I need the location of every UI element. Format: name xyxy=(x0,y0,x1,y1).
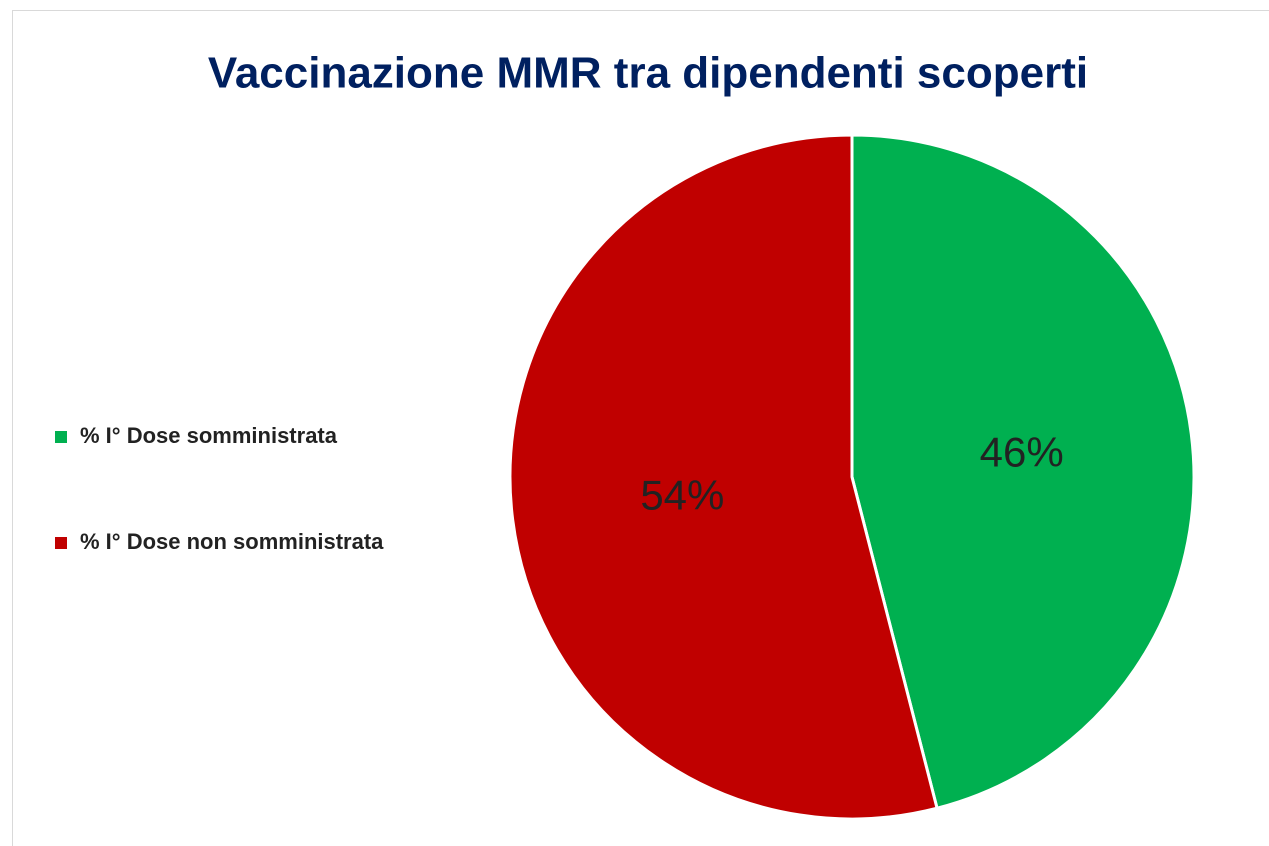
legend-marker xyxy=(55,537,67,549)
legend-label: % I° Dose non somministrata xyxy=(80,529,384,554)
legend-marker xyxy=(55,431,67,443)
data-label: 54% xyxy=(640,472,724,519)
pie-slice xyxy=(508,133,939,821)
legend-label: % I° Dose somministrata xyxy=(80,423,338,448)
pie-slice xyxy=(850,133,1196,811)
data-label: 46% xyxy=(980,429,1064,476)
chart-title: Vaccinazione MMR tra dipendenti scoperti xyxy=(208,49,1088,98)
